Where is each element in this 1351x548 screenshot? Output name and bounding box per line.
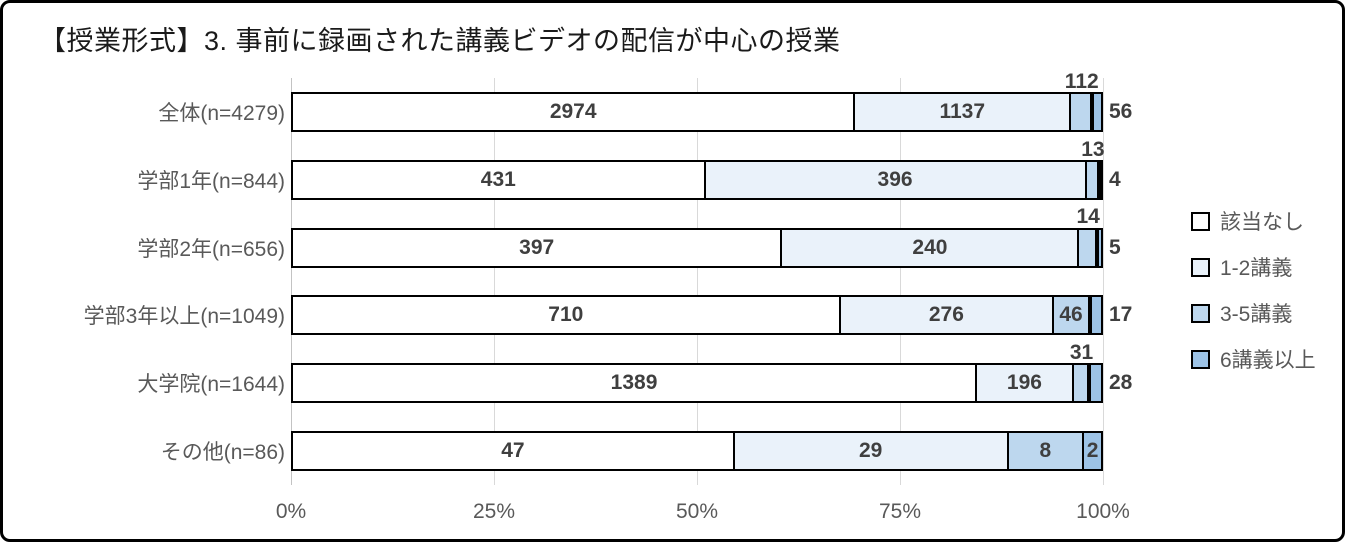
- bar-segment: [1071, 91, 1093, 132]
- bar-row: 47 29 8 2: [291, 417, 1103, 485]
- stacked-bar: 2974 1137 56: [291, 91, 1132, 132]
- data-label: 14: [1076, 205, 1100, 229]
- bar-segment: [1073, 363, 1090, 404]
- bar-segment: 2: [1084, 431, 1103, 472]
- bar-segment: 276: [840, 295, 1055, 336]
- bar-segment: 46: [1054, 295, 1090, 336]
- data-label: 431: [480, 167, 516, 191]
- x-tick-label: 50%: [675, 500, 719, 523]
- bar-segment: 431: [291, 159, 706, 200]
- bar-segment: [1092, 91, 1103, 132]
- bar-segment: 240: [782, 227, 1080, 268]
- bar-segment: [1079, 227, 1097, 268]
- bar-segment: 1389: [291, 363, 978, 404]
- category-label: 学部1年(n=844): [137, 169, 285, 193]
- legend-swatch-icon: [1191, 349, 1210, 369]
- data-label: 2974: [549, 99, 597, 123]
- data-label: 1137: [939, 99, 985, 123]
- legend-label: 該当なし: [1220, 211, 1304, 234]
- data-label: 196: [1006, 371, 1042, 395]
- data-label: 46: [1059, 303, 1083, 327]
- data-label: 28: [1109, 371, 1133, 395]
- bar-segment: 196: [977, 363, 1074, 404]
- bar-segment: 396: [705, 159, 1087, 200]
- data-label: 47: [501, 439, 525, 463]
- bar-row: 31 1389 196 28: [291, 342, 1132, 417]
- bar-segment: [1089, 295, 1103, 336]
- bar-segment: [1099, 159, 1103, 200]
- bar-segment: [1089, 363, 1103, 404]
- bar-row: 13 431 396 4: [291, 139, 1121, 214]
- data-label: 29: [858, 439, 883, 463]
- data-label: 31: [1069, 341, 1094, 365]
- bar-segment: 2974: [291, 91, 856, 132]
- data-label: 8: [1039, 439, 1052, 463]
- legend-swatch-icon: [1191, 303, 1210, 323]
- bar-segment: 29: [734, 431, 1009, 472]
- data-label: 5: [1109, 235, 1121, 259]
- data-label: 1389: [610, 371, 658, 395]
- category-label: 全体(n=4279): [158, 101, 285, 125]
- category-label: その他(n=86): [160, 441, 285, 465]
- gridline: [697, 78, 698, 485]
- gridline: [900, 78, 901, 485]
- stacked-bar: 710 276 46 17: [291, 295, 1132, 336]
- data-label: 4: [1109, 167, 1121, 191]
- bar-row: 710 276 46 17: [291, 282, 1132, 350]
- gridline: [1103, 78, 1104, 485]
- x-tick-label: 25%: [472, 500, 516, 523]
- gridline: [494, 78, 495, 485]
- legend-item: 6講義以上: [1191, 347, 1316, 372]
- x-tick-label: 0%: [275, 500, 307, 523]
- category-axis: 全体(n=4279) 学部1年(n=844) 学部2年(n=656) 学部3年以上(n…: [19, 78, 285, 485]
- legend-label: 3-5講義: [1220, 303, 1293, 326]
- data-label: 276: [928, 303, 964, 327]
- bar-row: 14 397 240 5: [291, 206, 1121, 282]
- category-label: 大学院(n=1644): [137, 373, 285, 397]
- data-label: 710: [548, 303, 584, 327]
- data-label: 17: [1109, 303, 1133, 327]
- stacked-bar: 47 29 8 2: [291, 431, 1103, 472]
- data-label: 396: [877, 167, 913, 191]
- data-label: 13: [1081, 137, 1105, 161]
- gridline: [291, 78, 292, 485]
- bar-segment: 397: [291, 227, 783, 268]
- legend-item: 1-2講義: [1191, 255, 1316, 280]
- data-label: 397: [519, 235, 555, 259]
- bar-segment: [1086, 159, 1099, 200]
- bar-segment: [1096, 227, 1103, 268]
- data-label: 2: [1086, 439, 1099, 463]
- legend-swatch-icon: [1191, 257, 1210, 277]
- data-label: 240: [912, 235, 948, 259]
- bar-segment: 710: [291, 295, 841, 336]
- data-label: 112: [1064, 69, 1099, 93]
- plot-area: 112 2974 1137 56 13 431 396 4 14 397 240 5 710 276 46 1…: [291, 71, 1132, 485]
- chart-title: 【授業形式】3. 事前に録画された講義ビデオの配信が中心の授業: [39, 26, 841, 56]
- legend-item: 該当なし: [1191, 209, 1316, 234]
- legend: 該当なし 1-2講義 3-5講義 6講義以上: [1191, 209, 1316, 393]
- bar-segment: 8: [1008, 431, 1085, 472]
- bar-segment: 47: [291, 431, 735, 472]
- legend-label: 6講義以上: [1220, 349, 1316, 372]
- bar-row: 112 2974 1137 56: [291, 71, 1132, 146]
- bar-segment: 1137: [855, 91, 1072, 132]
- category-label: 学部2年(n=656): [137, 237, 285, 261]
- legend-swatch-icon: [1191, 211, 1210, 231]
- x-tick-label: 100%: [1076, 500, 1130, 523]
- x-axis: 0% 25% 50% 75% 100%: [276, 500, 1130, 530]
- legend-label: 1-2講義: [1220, 257, 1293, 280]
- category-label: 学部3年以上(n=1049): [83, 305, 285, 329]
- stacked-bar: 431 396 4: [291, 159, 1121, 200]
- stacked-bar: 1389 196 28: [291, 363, 1132, 404]
- legend-item: 3-5講義: [1191, 301, 1316, 326]
- stacked-bar: 397 240 5: [291, 227, 1121, 268]
- x-tick-label: 75%: [878, 500, 922, 523]
- data-label: 56: [1109, 99, 1133, 123]
